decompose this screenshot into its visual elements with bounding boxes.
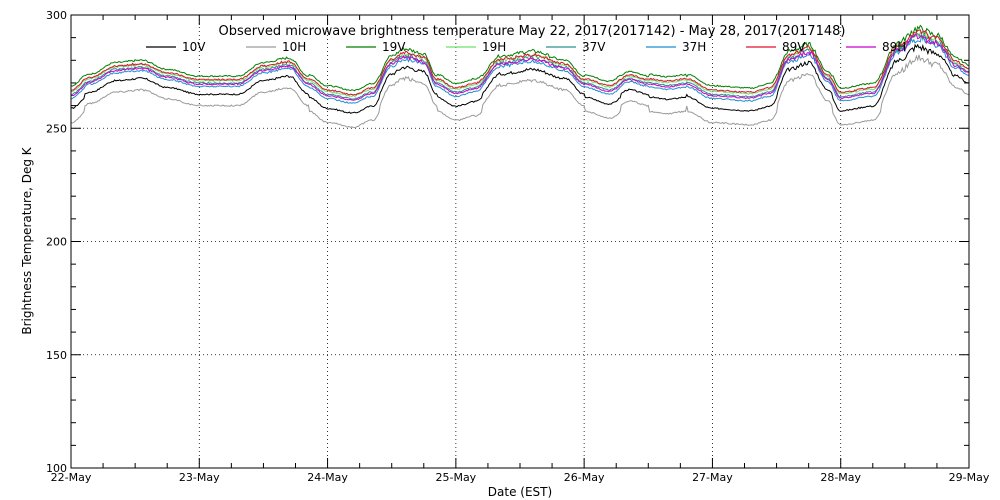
legend-label-10h: 10H xyxy=(282,40,306,54)
y-axis-title: Brightness Temperature, Deg K xyxy=(20,146,34,334)
x-axis-title: Date (EST) xyxy=(488,485,552,499)
x-tick-label: 22-May xyxy=(51,471,92,484)
x-tick-label: 28-May xyxy=(820,471,861,484)
x-tick-label: 25-May xyxy=(435,471,476,484)
x-tick-label: 29-May xyxy=(949,471,990,484)
legend: 10V 10H 19V 19H 37V 37H 89V 89H xyxy=(146,40,906,54)
legend-label-89v: 89V xyxy=(782,40,806,54)
series-line-37h xyxy=(70,34,970,104)
series-line-89v xyxy=(70,29,970,96)
legend-label-89h: 89H xyxy=(882,40,906,54)
series-line-37v xyxy=(71,32,970,100)
y-tick-label: 300 xyxy=(46,9,67,22)
series-lines xyxy=(70,24,970,129)
legend-label-37h: 37H xyxy=(682,40,706,54)
x-tick-labels: 22-May 23-May 24-May 25-May 26-May 27-May 28-M… xyxy=(51,471,990,484)
y-tick-labels: 100 150 200 250 300 xyxy=(46,9,67,475)
series-line-89h xyxy=(70,33,970,101)
series-line-10v xyxy=(70,43,970,115)
legend-label-19v: 19V xyxy=(382,40,406,54)
x-tick-label: 23-May xyxy=(179,471,220,484)
x-tick-label: 24-May xyxy=(307,471,348,484)
legend-label-37v: 37V xyxy=(582,40,606,54)
y-tick-label: 100 xyxy=(46,462,67,475)
x-tick-label: 26-May xyxy=(564,471,605,484)
legend-label-19h: 19H xyxy=(482,40,506,54)
y-tick-label: 150 xyxy=(46,349,67,362)
y-tick-label: 250 xyxy=(46,122,67,135)
axis-ticks xyxy=(70,14,970,469)
y-tick-label: 200 xyxy=(46,236,67,249)
grid-lines xyxy=(71,15,969,468)
chart-title: Observed microwave brightness temperatur… xyxy=(219,24,846,39)
x-tick-label: 27-May xyxy=(692,471,733,484)
series-line-10h xyxy=(70,54,970,129)
series-line-19v xyxy=(70,24,970,92)
legend-label-10v: 10V xyxy=(182,40,206,54)
